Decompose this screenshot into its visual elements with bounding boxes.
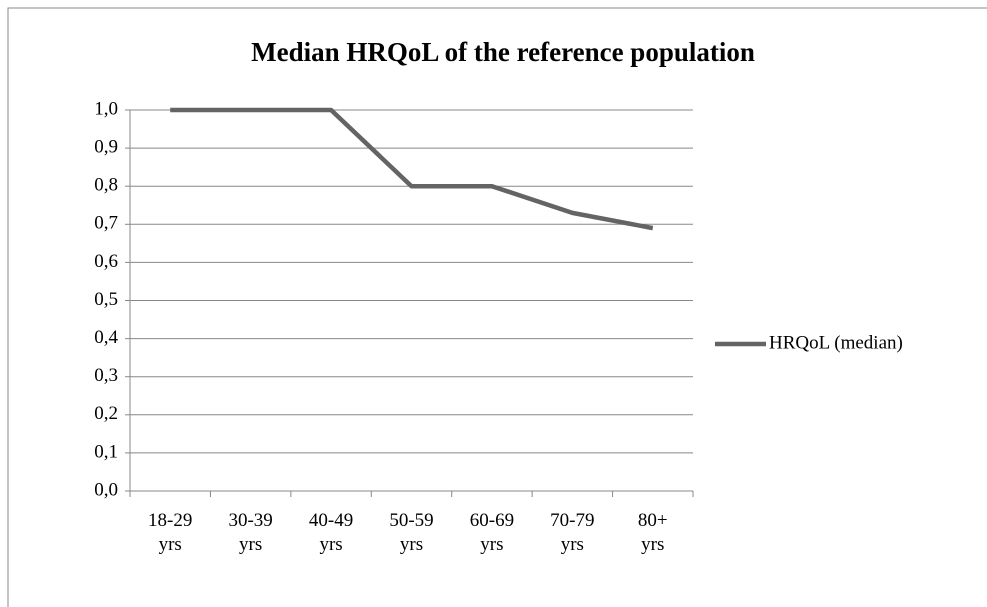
x-tick-label: 40-49 yrs [308,510,354,555]
x-tick-label: 60-69 yrs [469,510,515,555]
y-tick-label: 0,2 [94,403,118,424]
x-tick-label: 70-79 yrs [550,510,595,555]
y-tick-label: 0,7 [94,213,118,234]
y-tick-label: 1,0 [94,98,118,119]
data-line [170,107,654,231]
legend-label: HRQoL (median) [769,332,903,353]
y-tick-label: 0,3 [94,365,118,386]
chart-title: Median HRQoL of the reference population [251,37,755,67]
y-tick-label: 0,8 [94,175,118,196]
y-tick-label: 0,6 [94,251,118,272]
x-tick-label: 18-29 yrs [148,510,193,555]
y-tick-label: 0,9 [94,136,118,157]
y-tick-label: 0,4 [94,327,118,348]
x-tick-label: 80+ yrs [637,510,668,555]
chart-frame [7,7,987,607]
x-tick-label: 50-59 yrs [389,510,434,555]
y-tick-label: 0,0 [94,479,118,500]
y-tick-label: 0,5 [94,289,118,310]
x-tick-label: 30-39 yrs [228,510,273,555]
y-tick-label: 0,1 [94,441,118,462]
